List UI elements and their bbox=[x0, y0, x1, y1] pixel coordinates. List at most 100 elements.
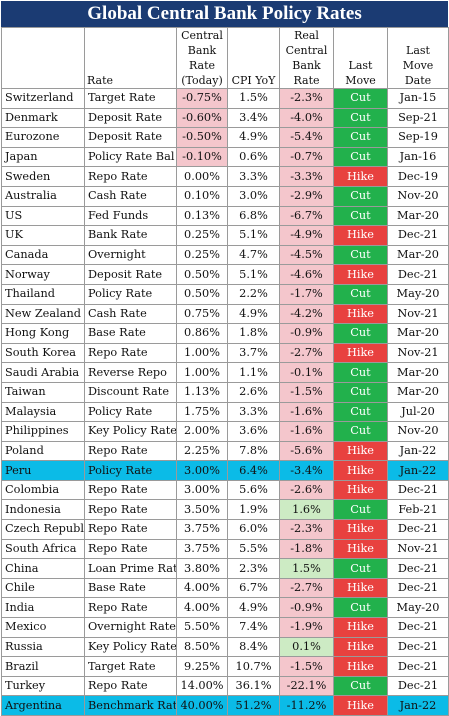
rate-name-cell: Policy Rate Bal bbox=[84, 146, 177, 168]
last-move-cell: Hike bbox=[333, 577, 388, 599]
last-move-date-cell: Mar-20 bbox=[387, 244, 449, 266]
real-rate-cell: -3.4% bbox=[279, 460, 334, 481]
last-move-date-cell: Dec-21 bbox=[387, 675, 449, 697]
table-row: Chile Base Rate 4.00% 6.7% -2.7% Hike Dec-21 bbox=[1, 577, 449, 599]
real-rate-cell: -2.3% bbox=[279, 88, 334, 109]
cpi-cell: 5.1% bbox=[227, 225, 280, 246]
table-row: Peru Policy Rate 3.00% 6.4% -3.4% Hike Jan-22 bbox=[1, 460, 449, 481]
table-row: Poland Repo Rate 2.25% 7.8% -5.6% Hike Jan-22 bbox=[1, 440, 449, 462]
rate-name-cell: Base Rate bbox=[84, 323, 177, 344]
real-rate-cell: -4.6% bbox=[279, 264, 334, 285]
table-row: China Loan Prime Rate 3.80% 2.3% 1.5% Cut Dec-… bbox=[1, 558, 449, 579]
real-rate-cell: -0.7% bbox=[279, 146, 334, 168]
cpi-cell: 3.4% bbox=[227, 107, 280, 129]
central-bank-rate-cell: 2.25% bbox=[176, 440, 228, 462]
last-move-cell: Cut bbox=[333, 381, 388, 403]
table-row: Australia Cash Rate 0.10% 3.0% -2.9% Cut Nov-2… bbox=[1, 185, 449, 207]
country-cell: Taiwan bbox=[1, 381, 85, 403]
central-bank-rate-cell: 0.10% bbox=[176, 185, 228, 207]
cpi-cell: 2.3% bbox=[227, 558, 280, 579]
last-move-cell: Hike bbox=[333, 479, 388, 501]
country-cell: Denmark bbox=[1, 107, 85, 129]
last-move-cell: Cut bbox=[333, 401, 388, 423]
last-move-date-cell: Jan-22 bbox=[387, 440, 449, 462]
last-move-date-cell: Nov-20 bbox=[387, 185, 449, 207]
rate-name-cell: Policy Rate bbox=[84, 460, 177, 481]
real-rate-cell: -1.9% bbox=[279, 617, 334, 638]
last-move-cell: Hike bbox=[333, 617, 388, 638]
header-row: Rate Central Bank Rate (Today) CPI YoY R… bbox=[1, 27, 449, 89]
central-bank-rate-cell: 0.50% bbox=[176, 283, 228, 305]
rate-name-cell: Key Policy Rate bbox=[84, 421, 177, 442]
rate-name-cell: Key Policy Rate bbox=[84, 636, 177, 658]
last-move-date-cell: Jan-16 bbox=[387, 146, 449, 168]
rate-name-cell: Policy Rate bbox=[84, 283, 177, 305]
central-bank-rate-cell: 9.25% bbox=[176, 656, 228, 677]
real-rate-cell: -2.3% bbox=[279, 519, 334, 540]
central-bank-rate-cell: 1.00% bbox=[176, 342, 228, 364]
last-move-cell: Cut bbox=[333, 323, 388, 344]
country-cell: Colombia bbox=[1, 479, 85, 501]
last-move-date-cell: Dec-21 bbox=[387, 558, 449, 579]
cpi-cell: 1.8% bbox=[227, 323, 280, 344]
central-bank-rate-cell: 1.13% bbox=[176, 381, 228, 403]
central-bank-rate-cell: 5.50% bbox=[176, 617, 228, 638]
last-move-date-cell: Mar-20 bbox=[387, 205, 449, 227]
last-move-date-cell: May-20 bbox=[387, 597, 449, 619]
real-rate-cell: -6.7% bbox=[279, 205, 334, 227]
country-cell: Eurozone bbox=[1, 127, 85, 148]
cpi-cell: 5.5% bbox=[227, 538, 280, 560]
last-move-date-cell: Feb-21 bbox=[387, 499, 449, 521]
last-move-cell: Hike bbox=[333, 656, 388, 677]
central-bank-rate-cell: 0.86% bbox=[176, 323, 228, 344]
rate-name-cell: Repo Rate bbox=[84, 342, 177, 364]
last-move-date-cell: Jan-15 bbox=[387, 88, 449, 109]
real-rate-cell: -3.3% bbox=[279, 166, 334, 187]
header-last-move-date: Last Move Date bbox=[387, 27, 449, 89]
last-move-date-cell: Dec-21 bbox=[387, 264, 449, 285]
table-row: South Korea Repo Rate 1.00% 3.7% -2.7% Hike No… bbox=[1, 342, 449, 364]
last-move-cell: Cut bbox=[333, 146, 388, 168]
rate-name-cell: Repo Rate bbox=[84, 440, 177, 462]
country-cell: Argentina bbox=[1, 695, 85, 716]
country-cell: Turkey bbox=[1, 675, 85, 697]
cpi-cell: 4.9% bbox=[227, 597, 280, 619]
header-real-rate: Real Central Bank Rate bbox=[279, 27, 334, 89]
real-rate-cell: -1.6% bbox=[279, 401, 334, 423]
table-row: Malaysia Policy Rate 1.75% 3.3% -1.6% Cut Jul-… bbox=[1, 401, 449, 423]
real-rate-cell: -2.6% bbox=[279, 479, 334, 501]
real-rate-cell: 1.6% bbox=[279, 499, 334, 521]
cpi-cell: 1.5% bbox=[227, 88, 280, 109]
last-move-date-cell: Dec-21 bbox=[387, 656, 449, 677]
last-move-cell: Hike bbox=[333, 303, 388, 325]
header-last-move: Last Move bbox=[333, 27, 388, 89]
country-cell: Philippines bbox=[1, 421, 85, 442]
table-row: Sweden Repo Rate 0.00% 3.3% -3.3% Hike Dec-19 bbox=[1, 166, 449, 187]
last-move-date-cell: Dec-21 bbox=[387, 519, 449, 540]
country-cell: Peru bbox=[1, 460, 85, 481]
real-rate-cell: -0.1% bbox=[279, 362, 334, 383]
cpi-cell: 3.6% bbox=[227, 421, 280, 442]
country-cell: Poland bbox=[1, 440, 85, 462]
central-bank-rate-cell: -0.75% bbox=[176, 88, 228, 109]
central-bank-rate-cell: 3.80% bbox=[176, 558, 228, 579]
real-rate-cell: -1.5% bbox=[279, 656, 334, 677]
cpi-cell: 7.4% bbox=[227, 617, 280, 638]
last-move-date-cell: Nov-21 bbox=[387, 342, 449, 364]
central-bank-rate-cell: 8.50% bbox=[176, 636, 228, 658]
table-row: South Africa Repo Rate 3.75% 5.5% -1.8% Hike N… bbox=[1, 538, 449, 560]
last-move-date-cell: Nov-21 bbox=[387, 538, 449, 560]
cpi-cell: 6.7% bbox=[227, 577, 280, 599]
last-move-date-cell: Sep-19 bbox=[387, 127, 449, 148]
table-row: Saudi Arabia Reverse Repo 1.00% 1.1% -0.1% Cu… bbox=[1, 362, 449, 383]
table-body: Switzerland Target Rate -0.75% 1.5% -2.3% Cut… bbox=[1, 88, 449, 716]
rate-name-cell: Deposit Rate bbox=[84, 107, 177, 129]
real-rate-cell: -22.1% bbox=[279, 675, 334, 697]
cpi-cell: 3.3% bbox=[227, 166, 280, 187]
rate-name-cell: Discount Rate bbox=[84, 381, 177, 403]
central-bank-rate-cell: 3.50% bbox=[176, 499, 228, 521]
last-move-date-cell: Dec-21 bbox=[387, 225, 449, 246]
last-move-cell: Cut bbox=[333, 421, 388, 442]
last-move-cell: Hike bbox=[333, 695, 388, 716]
table-title: Global Central Bank Policy Rates bbox=[1, 1, 448, 27]
